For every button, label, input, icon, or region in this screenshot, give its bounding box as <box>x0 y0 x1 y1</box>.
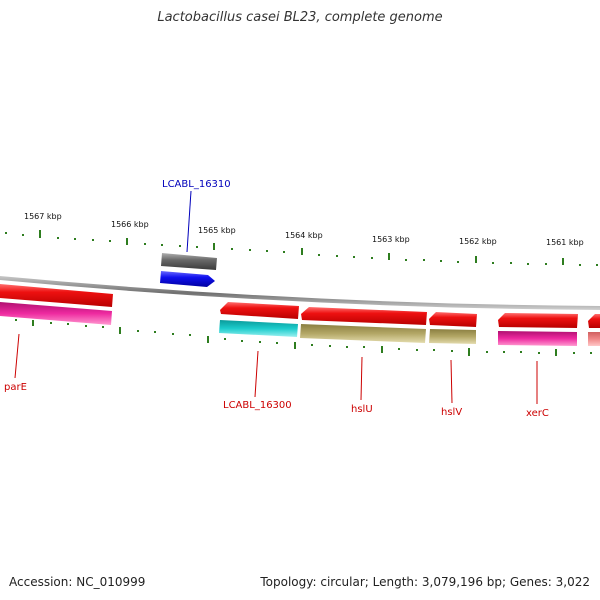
gene-label-hslu[interactable]: hslU <box>351 404 373 415</box>
gene-xerc-red <box>498 313 578 328</box>
scale-label-1566: 1566 kbp <box>111 220 149 229</box>
gene-label-pare[interactable]: parE <box>4 382 27 393</box>
scale-label-1563: 1563 kbp <box>372 235 410 244</box>
gene-edge-salmon <box>588 332 600 346</box>
gene-hslv-olive <box>429 329 476 344</box>
gene-edge-red <box>588 314 600 328</box>
scale-label-1564: 1564 kbp <box>285 231 323 240</box>
label-leaders <box>14 190 538 404</box>
gene-pare-red <box>0 284 113 307</box>
leader-hslv <box>450 359 453 404</box>
forward-strand-genes <box>160 253 217 287</box>
inner-tick-track <box>15 319 592 356</box>
leader-lcabl-16310 <box>186 190 192 253</box>
scale-label-1562: 1562 kbp <box>459 237 497 246</box>
gene-lcabl-16310-gray <box>161 253 217 270</box>
genome-backbone <box>0 276 600 310</box>
genome-summary-text: Topology: circular; Length: 3,079,196 bp… <box>260 575 590 589</box>
leader-hslu <box>360 356 363 401</box>
gene-xerc-pink <box>498 331 577 346</box>
gene-label-lcabl-16300[interactable]: LCABL_16300 <box>223 400 292 411</box>
gene-label-lcabl-16310[interactable]: LCABL_16310 <box>162 179 231 190</box>
gene-hslv-red <box>429 312 477 327</box>
leader-lcabl-16300 <box>254 350 259 398</box>
scale-label-1561: 1561 kbp <box>546 238 584 247</box>
gene-hslu-red <box>301 307 427 325</box>
outer-tick-track <box>5 230 598 266</box>
gene-lcabl-16300-red <box>220 302 299 319</box>
gene-label-hslv[interactable]: hslV <box>441 407 462 418</box>
gene-hslu-olive <box>300 324 426 343</box>
scale-label-1565: 1565 kbp <box>198 226 236 235</box>
gene-lcabl-16300-cyan <box>219 320 298 337</box>
gene-label-xerc[interactable]: xerC <box>526 408 549 419</box>
gene-labels: LCABL_16310 parE LCABL_16300 hslU hslV x… <box>4 179 549 419</box>
gene-lcabl-16310-blue <box>160 271 215 287</box>
reverse-strand-genes <box>0 284 600 346</box>
leader-pare <box>14 333 20 379</box>
gene-pare-pink <box>0 302 112 325</box>
scale-labels: 1567 kbp 1566 kbp 1565 kbp 1564 kbp 1563… <box>24 212 584 247</box>
map-title: Lactobacillus casei BL23, complete genom… <box>157 10 443 25</box>
scale-label-1567: 1567 kbp <box>24 212 62 221</box>
accession-text: Accession: NC_010999 <box>9 575 146 589</box>
